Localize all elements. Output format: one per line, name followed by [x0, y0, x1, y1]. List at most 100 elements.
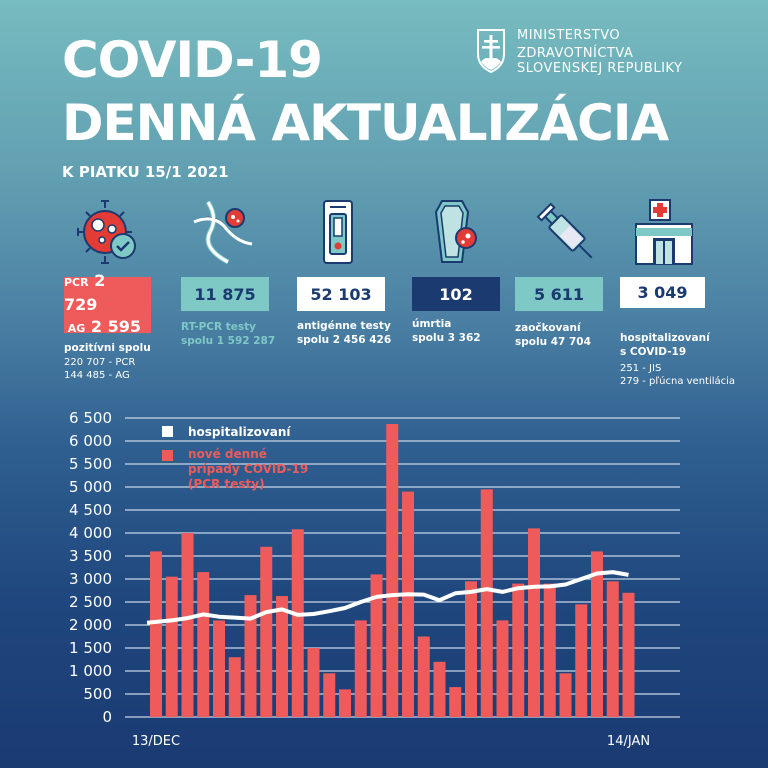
- deaths-caption-total: spolu 3 362: [412, 331, 481, 344]
- hospitalized-caption: hospitalizovaní s COVID-19 251 - JIS 279…: [620, 332, 735, 388]
- legend-label-cases-1: nové denné: [188, 447, 267, 461]
- y-tick-label: 5 000: [69, 478, 112, 496]
- x-tick-label: 13/DEC: [132, 734, 180, 749]
- bar-new-cases: [386, 423, 399, 717]
- deaths-caption-title: úmrtia: [412, 318, 452, 330]
- vaccinated-box: 5 611: [515, 277, 603, 311]
- y-tick-label: 4 000: [69, 524, 112, 542]
- antigen-test-icon: [323, 200, 353, 264]
- hospital-icon: [635, 199, 693, 265]
- bar-new-cases: [465, 581, 477, 717]
- ag-value: 2 595: [90, 317, 141, 336]
- bar-new-cases: [276, 596, 288, 717]
- y-tick-label: 3 000: [69, 570, 112, 588]
- bar-new-cases: [449, 687, 462, 717]
- positive-cases-box: PCR 2 729 AG 2 595: [64, 271, 151, 336]
- hospitalized-box: 3 049: [620, 277, 705, 308]
- legend-label-hospitalized: hospitalizovaní: [188, 425, 291, 439]
- deaths-caption: úmrtia spolu 3 362: [412, 318, 481, 345]
- chart-legend: hospitalizovaní nové denné prípady COVID…: [162, 425, 308, 491]
- bar-new-cases: [417, 636, 430, 717]
- bar-new-cases: [575, 604, 588, 717]
- bar-new-cases: [622, 592, 635, 717]
- bar-new-cases: [433, 661, 446, 717]
- pcr-value: 2 729: [64, 271, 106, 314]
- bar-new-cases: [480, 489, 493, 717]
- pcr-prefix: PCR: [64, 276, 89, 289]
- y-tick-label: 2 000: [69, 616, 112, 634]
- antigen-value: 52 103: [310, 284, 372, 304]
- coffin-virus-icon: [434, 200, 477, 263]
- report-date: K PIATKU 15/1 2021: [62, 163, 229, 181]
- hospitalized-value: 3 049: [637, 283, 688, 302]
- ministry-line-2: ZDRAVOTNÍCTVA: [517, 46, 634, 61]
- legend-label-cases-3: (PCR testy): [188, 477, 265, 491]
- ag-prefix: AG: [67, 322, 86, 335]
- bar-new-cases: [150, 551, 162, 717]
- hospitalized-line: [146, 570, 629, 625]
- y-tick-label: 6 500: [69, 409, 112, 427]
- vaccinated-caption-total: spolu 47 704: [515, 335, 591, 348]
- x-tick-label: 14/JAN: [607, 734, 650, 749]
- y-tick-label: 1 500: [69, 639, 112, 657]
- y-tick-label: 500: [83, 685, 112, 703]
- title-line-1: COVID-19: [62, 31, 323, 89]
- bar-new-cases: [496, 620, 509, 717]
- y-tick-label: 2 500: [69, 593, 112, 611]
- bar-new-cases: [543, 583, 556, 717]
- y-tick-label: 5 500: [69, 455, 112, 473]
- antigen-caption-title: antigénne testy: [297, 320, 391, 332]
- vaccinated-value: 5 611: [533, 284, 585, 304]
- bar-new-cases: [213, 620, 225, 717]
- legend-swatch-hospitalized: [162, 426, 173, 437]
- positive-total-ag: 144 485 - AG: [64, 369, 130, 381]
- y-axis-ticks: 0 500 1 000 1 500 2 000 2 500 3 000 3 500 4 000 4…: [69, 409, 112, 726]
- ministry-line-1: MINISTERSTVO: [517, 28, 621, 43]
- y-tick-label: 3 500: [69, 547, 112, 565]
- bar-new-cases: [512, 583, 525, 717]
- x-axis-ticks: 13/DEC 14/JAN: [132, 734, 650, 749]
- bar-new-cases: [260, 546, 273, 717]
- antigen-caption: antigénne testy spolu 2 456 426: [297, 320, 391, 347]
- bar-new-cases: [291, 529, 304, 717]
- slovak-crest-icon: [477, 29, 505, 74]
- hospitalized-icu: 251 - JIS: [620, 363, 662, 374]
- y-tick-label: 1 000: [69, 662, 112, 680]
- title-line-2: DENNÁ AKTUALIZÁCIA: [62, 94, 669, 152]
- vaccinated-caption-title: zaočkovaní: [515, 322, 581, 334]
- bar-new-cases: [307, 648, 320, 717]
- positive-caption-title: pozitívni spolu: [64, 342, 151, 354]
- deaths-box: 102: [412, 277, 500, 311]
- y-tick-label: 4 500: [69, 501, 112, 519]
- antigen-box: 52 103: [297, 277, 385, 311]
- y-tick-label: 6 000: [69, 432, 112, 450]
- bar-new-cases: [354, 620, 367, 717]
- bar-new-cases: [228, 657, 241, 717]
- deaths-value: 102: [439, 284, 473, 304]
- legend-swatch-cases: [162, 450, 173, 461]
- positive-caption: pozitívni spolu 220 707 - PCR 144 485 - …: [64, 342, 151, 382]
- bar-new-cases: [528, 528, 540, 717]
- y-tick-label: 0: [102, 708, 112, 726]
- bar-series: [150, 423, 635, 717]
- virus-check-icon: [77, 200, 136, 264]
- bar-new-cases: [323, 673, 336, 717]
- positive-total-pcr: 220 707 - PCR: [64, 356, 136, 368]
- bar-new-cases: [165, 576, 178, 717]
- rt-pcr-caption: RT-PCR testy spolu 1 592 287: [181, 321, 275, 348]
- cases-chart: 0 500 1 000 1 500 2 000 2 500 3 000 3 500 4 000 4…: [69, 409, 680, 749]
- legend-label-cases-2: prípady COVID-19: [188, 462, 308, 476]
- rt-pcr-caption-total: spolu 1 592 287: [181, 334, 276, 347]
- vaccinated-caption: zaočkovaní spolu 47 704: [515, 322, 591, 349]
- bar-new-cases: [370, 574, 383, 717]
- bar-new-cases: [606, 581, 619, 717]
- bar-new-cases: [244, 595, 257, 717]
- ministry-name: MINISTERSTVO ZDRAVOTNÍCTVA SLOVENSKEJ RE…: [517, 28, 682, 76]
- syringe-icon: [536, 202, 593, 259]
- rt-pcr-value: 11 875: [194, 284, 256, 304]
- bar-new-cases: [402, 491, 414, 717]
- bar-new-cases: [559, 673, 572, 717]
- bar-new-cases: [591, 551, 603, 717]
- hospitalized-caption-sub: s COVID-19: [620, 345, 687, 358]
- rt-pcr-caption-title: RT-PCR testy: [181, 321, 256, 333]
